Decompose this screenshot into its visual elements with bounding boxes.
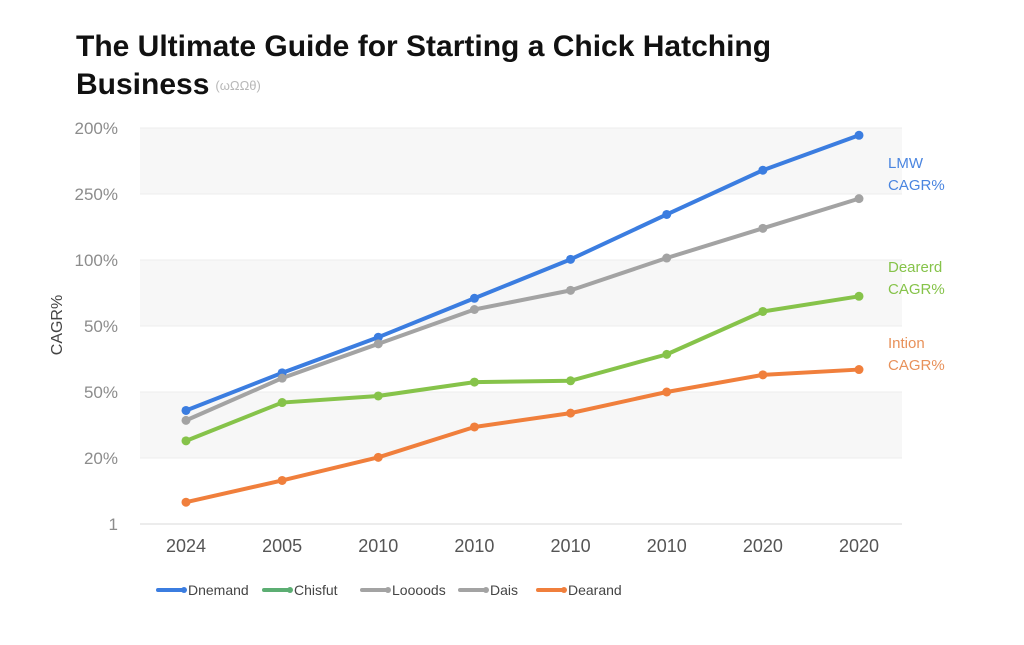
legend-item[interactable]: Dnemand (156, 582, 249, 598)
chart-title-text: The Ultimate Guide for Starting a Chick … (76, 30, 772, 101)
data-point-dnemand (758, 165, 768, 175)
data-point-dnemand (854, 130, 864, 140)
data-point-dearand (277, 475, 287, 485)
chart-title: The Ultimate Guide for Starting a Chick … (76, 28, 776, 105)
annotation-label: Intion (888, 335, 925, 352)
legend-item[interactable]: Dearand (536, 582, 622, 598)
data-point-dearand (758, 370, 768, 380)
x-tick-label: 2020 (743, 536, 783, 556)
y-tick-label: 1 (109, 515, 118, 534)
grid-band (140, 392, 902, 458)
legend-item[interactable]: Dais (458, 582, 518, 598)
annotation-label: CAGR% (888, 281, 945, 298)
annotation-label: CAGR% (888, 357, 945, 374)
legend-label: Chisfut (294, 582, 338, 598)
chart-legend: Dnemand Chisfut Loooods Dais Dearand (156, 582, 622, 598)
data-point-dearand (662, 387, 672, 397)
data-point-dais (854, 194, 864, 204)
data-point-dais (469, 305, 479, 314)
x-tick-label: 2010 (551, 536, 591, 556)
data-point-chisfut (662, 349, 672, 359)
data-point-dearand (469, 422, 479, 432)
data-point-dais (373, 339, 383, 349)
data-point-dnemand (566, 254, 576, 264)
data-point-chisfut (373, 391, 383, 401)
x-tick-label: 2010 (647, 536, 687, 556)
legend-label: Dnemand (188, 582, 249, 598)
data-point-dnemand (373, 332, 383, 342)
data-point-dais (277, 373, 287, 383)
data-point-chisfut (181, 436, 191, 446)
legend-marker (483, 587, 489, 593)
legend-item[interactable]: Loooods (360, 582, 446, 598)
data-point-dnemand (181, 405, 191, 415)
annotation-label: LMW (888, 155, 924, 172)
data-point-dais (181, 415, 191, 425)
data-point-dnemand (469, 293, 479, 303)
y-tick-label: 50% (84, 383, 118, 402)
grid-lines (140, 127, 902, 525)
x-tick-label: 2010 (358, 536, 398, 556)
grid-bands (140, 128, 902, 458)
legend-label: Loooods (392, 582, 446, 598)
y-axis-ticks: 1 20% 50% 50% 100% 250% 200% (75, 119, 118, 534)
legend-label: Dais (490, 582, 518, 598)
series-points (181, 130, 864, 507)
data-point-dearand (373, 452, 383, 462)
x-tick-label: 2010 (454, 536, 494, 556)
y-tick-label: 100% (75, 251, 118, 270)
legend-marker (561, 587, 567, 593)
grid-band (140, 260, 902, 326)
annotation-label: CAGR% (888, 177, 945, 194)
series-line-dearand (184, 367, 861, 505)
data-point-chisfut (469, 377, 479, 387)
series-lines (184, 133, 861, 505)
series-line-chisfut (184, 294, 861, 443)
data-point-chisfut (854, 291, 864, 301)
data-point-chisfut (758, 306, 768, 316)
series-line-dais (184, 196, 861, 423)
x-tick-label: 2024 (166, 536, 206, 556)
legend-marker (181, 587, 187, 593)
y-axis-label: CAGR% (49, 295, 66, 355)
chart-subtitle: (ωΩΩθ) (215, 78, 261, 94)
data-point-dearand (181, 497, 191, 507)
data-point-chisfut (277, 398, 287, 408)
grid-band (140, 128, 902, 194)
x-tick-label: 2005 (262, 536, 302, 556)
data-point-dnemand (662, 209, 672, 219)
y-tick-label: 20% (84, 449, 118, 468)
x-axis-ticks: 2024 2005 2010 2010 2010 2010 2020 2020 (166, 536, 879, 556)
data-point-dais (662, 253, 672, 263)
data-point-dearand (854, 365, 864, 375)
legend-marker (385, 587, 391, 593)
y-tick-label: 250% (75, 185, 118, 204)
data-point-dearand (566, 408, 576, 418)
y-tick-label: 50% (84, 317, 118, 336)
legend-label: Dearand (568, 582, 622, 598)
legend-item[interactable]: Chisfut (262, 582, 338, 598)
data-point-dais (566, 285, 576, 295)
series-line-dnemand (184, 133, 861, 413)
x-tick-label: 2020 (839, 536, 879, 556)
annotation-label: Dearerd (888, 259, 942, 276)
data-point-dais (758, 223, 768, 233)
y-tick-label: 200% (75, 119, 118, 138)
legend-marker (287, 587, 293, 593)
data-point-chisfut (566, 376, 576, 386)
series-annotations: LMW CAGR% Dearerd CAGR% Intion CAGR% (888, 155, 945, 374)
